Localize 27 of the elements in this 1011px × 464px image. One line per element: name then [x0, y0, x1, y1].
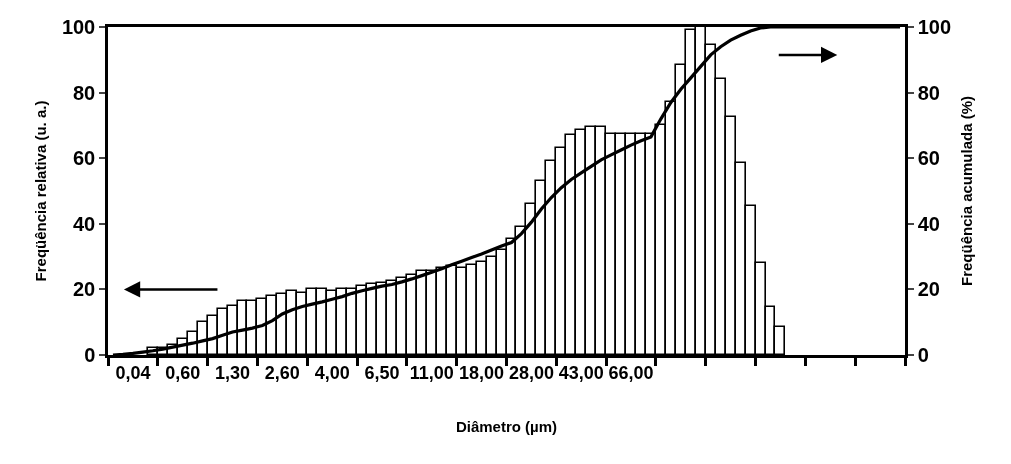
x-axis-title: Diâmetro (µm) [455, 418, 558, 436]
x-tick-label: 28,00 [508, 363, 554, 384]
y2-tick-label: 40 [917, 212, 940, 235]
x-tick-label: 0,60 [165, 363, 201, 384]
y2-tick-label: 0 [917, 344, 929, 366]
y2-tick-label: 60 [917, 147, 940, 170]
y-axis-title: Freqüência relativa (u. a.) [32, 100, 50, 282]
x-tick-label: 2,60 [264, 363, 300, 384]
x-tick-label: 1,30 [215, 363, 251, 384]
y-tick-label: 0 [84, 344, 96, 366]
x-tick-label: 4,00 [314, 363, 350, 384]
y2-tick-label: 80 [917, 81, 940, 104]
y-tick-label: 100 [61, 16, 96, 38]
x-tick-label: 0,04 [115, 363, 151, 384]
y-tick-label: 80 [73, 81, 96, 104]
x-tick-label: 11,00 [409, 363, 454, 384]
x-tick-label: 18,00 [459, 363, 505, 384]
y2-tick-label: 20 [917, 278, 940, 301]
line-series [111, 27, 902, 355]
x-tick-label: 66,00 [608, 363, 654, 384]
y-tick-label: 40 [73, 212, 96, 235]
x-tick-label: 43,00 [558, 363, 604, 384]
y2-axis-title: Freqüência acumulada (%) [958, 95, 976, 287]
y-tick-label: 20 [73, 278, 96, 301]
y2-tick-label: 100 [917, 16, 952, 38]
x-tick-label: 6,50 [364, 363, 400, 384]
y-tick-label: 60 [73, 147, 96, 170]
